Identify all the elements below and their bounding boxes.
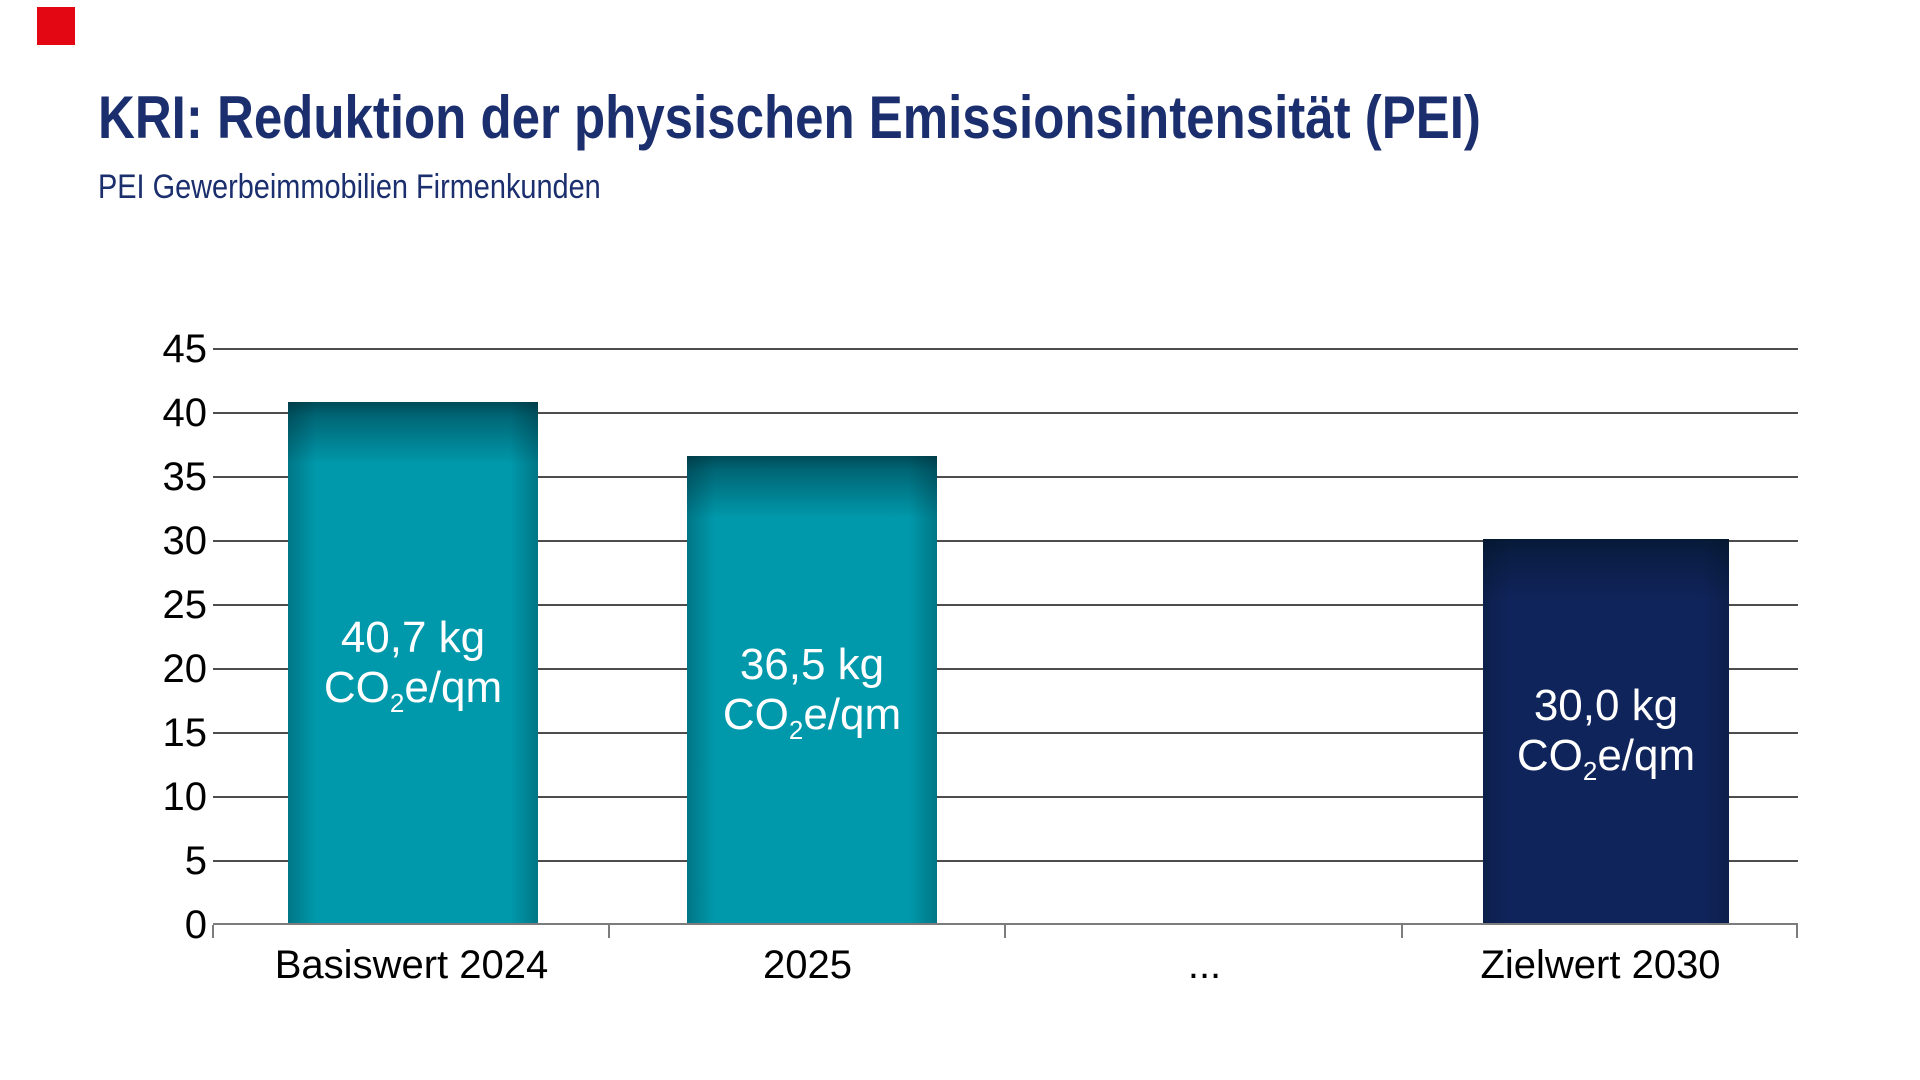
x-category-label-zielwert-2030: Zielwert 2030 — [1480, 943, 1721, 987]
x-axis-tick — [1004, 925, 1006, 938]
x-category-label-2025: 2025 — [763, 943, 852, 987]
page-subtitle-text: PEI Gewerbeimmobilien Firmenkunden — [98, 168, 601, 206]
co2-pre: CO — [1516, 731, 1583, 780]
x-axis-tick — [1401, 925, 1403, 938]
gridline-10 — [213, 796, 1798, 798]
page-title-text: KRI: Reduktion der physischen Emissionsi… — [98, 84, 1481, 151]
co2-subscript: 2 — [1582, 756, 1598, 786]
bar-value-line1: 36,5 kg — [739, 639, 885, 689]
gridline-30 — [213, 540, 1798, 542]
gridline-40 — [213, 412, 1798, 414]
x-category-label-basiswert-2024: Basiswert 2024 — [274, 943, 549, 987]
gridline-15 — [213, 732, 1798, 734]
bar-value-label: 36,5 kg CO2e/qm — [722, 639, 902, 743]
gridline-5 — [213, 860, 1798, 862]
co2-post: e/qm — [404, 662, 503, 712]
co2-post: e/qm — [803, 689, 902, 739]
bar-value-line2: CO2e/qm — [323, 662, 503, 716]
x-axis-line — [213, 923, 1798, 925]
bar-chart-plot-area: 45 40 35 30 25 20 15 10 5 0 40,7 kg CO2e… — [163, 329, 1798, 987]
bar-value-label: 30,0 kg CO2e/qm — [1516, 681, 1696, 784]
bar-2025: 36,5 kg CO2e/qm — [687, 456, 937, 923]
bar-value-line2: CO2e/qm — [722, 689, 902, 743]
y-axis-label-15: 15 — [162, 711, 208, 755]
bar-basiswert-2024: 40,7 kg CO2e/qm — [288, 402, 538, 923]
page-title: KRI: Reduktion der physischen Emissionsi… — [98, 86, 1725, 149]
co2-subscript: 2 — [389, 687, 405, 718]
co2-pre: CO — [722, 689, 789, 739]
bar-value-line1: 30,0 kg — [1533, 681, 1679, 730]
page-subtitle: PEI Gewerbeimmobilien Firmenkunden — [98, 168, 689, 207]
y-axis-label-30: 30 — [162, 519, 208, 563]
brand-red-square-logo — [37, 7, 75, 45]
co2-subscript: 2 — [788, 714, 804, 745]
gridline-20 — [213, 668, 1798, 670]
gridline-25 — [213, 604, 1798, 606]
y-axis-label-35: 35 — [162, 455, 208, 499]
gridline-35 — [213, 476, 1798, 478]
co2-post: e/qm — [1597, 731, 1696, 780]
x-category-label-ellipsis: ... — [1187, 943, 1222, 987]
x-axis-tick — [212, 925, 214, 938]
gridline-45 — [213, 348, 1798, 350]
y-axis-label-25: 25 — [162, 583, 208, 627]
x-axis-tick — [608, 925, 610, 938]
x-axis-tick — [1796, 925, 1798, 938]
y-axis-label-5: 5 — [184, 839, 207, 883]
bar-value-label: 40,7 kg CO2e/qm — [323, 612, 503, 716]
bar-zielwert-2030: 30,0 kg CO2e/qm — [1483, 539, 1729, 923]
y-axis-label-10: 10 — [162, 775, 208, 819]
y-axis-label-40: 40 — [162, 391, 208, 435]
y-axis-label-45: 45 — [162, 327, 208, 371]
bar-value-line1: 40,7 kg — [340, 612, 486, 662]
y-axis-label-20: 20 — [162, 647, 208, 691]
y-axis-label-0: 0 — [184, 903, 207, 947]
bar-value-line2: CO2e/qm — [1516, 731, 1696, 784]
co2-pre: CO — [323, 662, 390, 712]
